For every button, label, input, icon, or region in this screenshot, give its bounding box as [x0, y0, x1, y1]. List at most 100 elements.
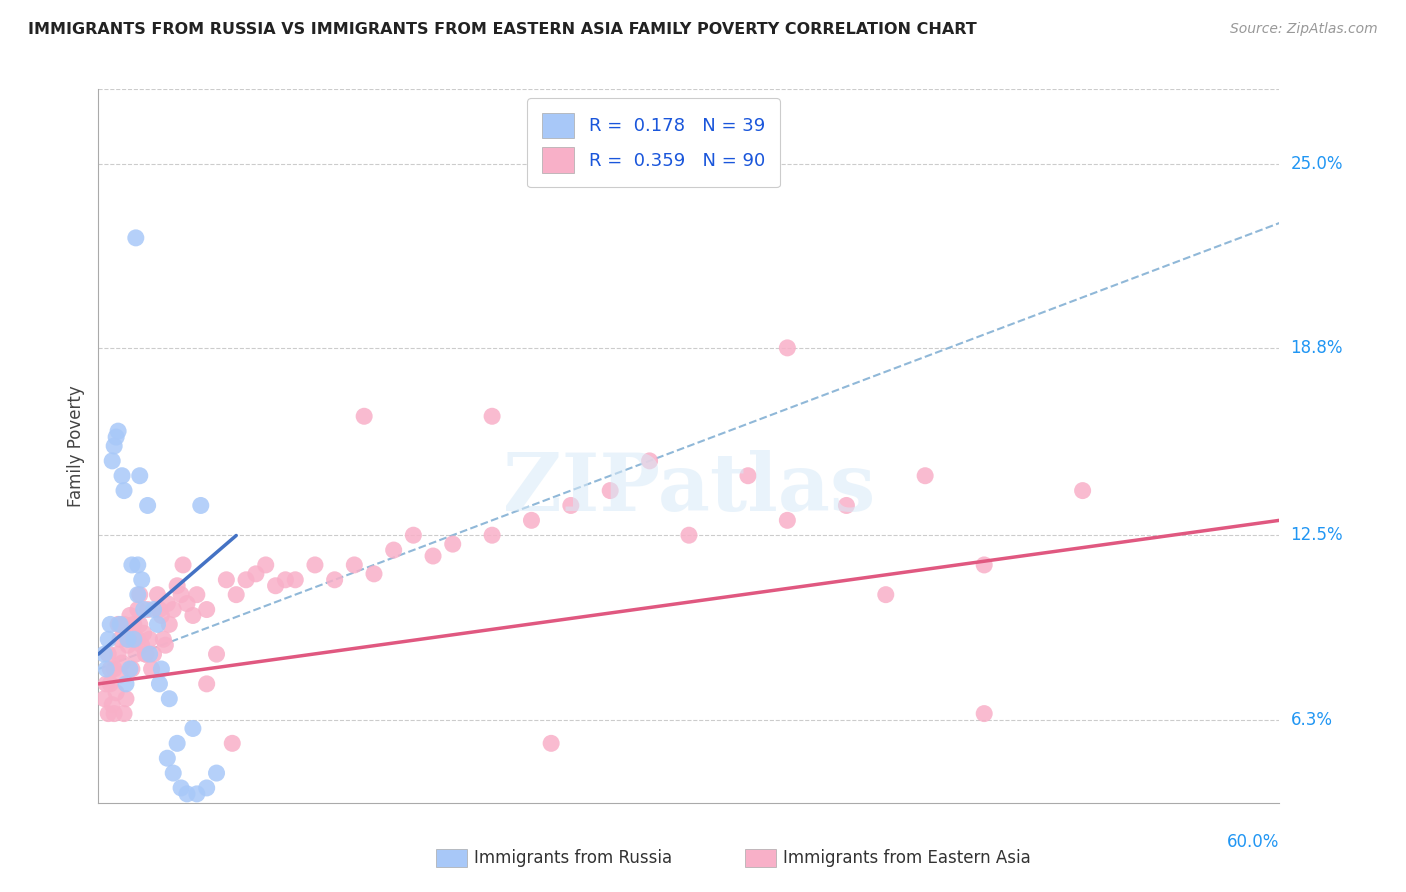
Point — [170, 780, 193, 795]
Point — [96, 677, 118, 691]
Point — [599, 483, 621, 498]
Point — [914, 468, 936, 483]
Text: Source: ZipAtlas.com: Source: ZipAtlas.com — [1230, 22, 1378, 37]
Point — [166, 736, 188, 750]
Point — [156, 597, 179, 611]
Point — [117, 632, 139, 647]
Point — [107, 617, 129, 632]
Point — [98, 617, 121, 632]
Point — [274, 573, 297, 587]
Point — [138, 632, 160, 647]
Point — [117, 638, 139, 652]
Point — [146, 617, 169, 632]
Point — [112, 617, 135, 632]
Text: 60.0%: 60.0% — [1227, 833, 1279, 851]
Point — [186, 588, 208, 602]
Point — [343, 558, 366, 572]
Point — [105, 686, 128, 700]
Point — [93, 647, 115, 661]
Point — [98, 677, 121, 691]
Point — [107, 424, 129, 438]
Point — [481, 409, 503, 424]
Point — [363, 566, 385, 581]
Point — [195, 780, 218, 795]
Point — [118, 662, 141, 676]
Point — [235, 573, 257, 587]
Point — [481, 528, 503, 542]
Point — [105, 430, 128, 444]
Point — [520, 513, 543, 527]
Point — [122, 617, 145, 632]
Point — [148, 602, 170, 616]
Point — [190, 499, 212, 513]
Point — [186, 787, 208, 801]
Point — [136, 602, 159, 616]
Point — [181, 608, 204, 623]
Point — [162, 766, 184, 780]
Point — [132, 626, 155, 640]
Point — [323, 573, 346, 587]
Point — [112, 706, 135, 721]
Text: 25.0%: 25.0% — [1291, 154, 1343, 172]
Point — [225, 588, 247, 602]
Point — [215, 573, 238, 587]
Point — [138, 647, 160, 661]
Point — [135, 647, 157, 661]
Point — [131, 573, 153, 587]
Point — [115, 677, 138, 691]
Point — [148, 677, 170, 691]
Point — [128, 468, 150, 483]
Point — [973, 558, 995, 572]
Point — [150, 662, 173, 676]
Point — [176, 597, 198, 611]
Point — [128, 588, 150, 602]
Point — [152, 632, 174, 647]
Text: Immigrants from Eastern Asia: Immigrants from Eastern Asia — [783, 849, 1031, 867]
Point — [150, 608, 173, 623]
Point — [111, 656, 134, 670]
Point — [103, 662, 125, 676]
Point — [284, 573, 307, 587]
Text: 12.5%: 12.5% — [1291, 526, 1343, 544]
Point — [835, 499, 858, 513]
Point — [97, 647, 120, 661]
Point — [108, 668, 131, 682]
Point — [304, 558, 326, 572]
Point — [776, 513, 799, 527]
Point — [97, 632, 120, 647]
Point — [776, 341, 799, 355]
Point — [560, 499, 582, 513]
Point — [142, 647, 165, 661]
Legend: R =  0.178   N = 39, R =  0.359   N = 90: R = 0.178 N = 39, R = 0.359 N = 90 — [527, 98, 779, 187]
Point — [108, 617, 131, 632]
Point — [122, 632, 145, 647]
Point — [127, 588, 149, 602]
Point — [245, 566, 267, 581]
Point — [875, 588, 897, 602]
Point — [737, 468, 759, 483]
Point — [101, 698, 124, 712]
Point — [638, 454, 661, 468]
Point — [135, 647, 157, 661]
Point — [166, 579, 188, 593]
Point — [131, 638, 153, 652]
Text: IMMIGRANTS FROM RUSSIA VS IMMIGRANTS FROM EASTERN ASIA FAMILY POVERTY CORRELATIO: IMMIGRANTS FROM RUSSIA VS IMMIGRANTS FRO… — [28, 22, 977, 37]
Point — [540, 736, 562, 750]
Point — [221, 736, 243, 750]
Point — [98, 662, 121, 676]
Point — [155, 638, 177, 652]
Point — [121, 558, 143, 572]
Point — [176, 787, 198, 801]
Point — [101, 454, 124, 468]
Point — [195, 677, 218, 691]
Point — [181, 722, 204, 736]
Point — [128, 617, 150, 632]
Point — [205, 647, 228, 661]
Point — [107, 647, 129, 661]
Point — [125, 647, 148, 661]
Point — [97, 706, 120, 721]
Point — [170, 588, 193, 602]
Point — [127, 602, 149, 616]
Point — [118, 608, 141, 623]
Point — [157, 617, 180, 632]
